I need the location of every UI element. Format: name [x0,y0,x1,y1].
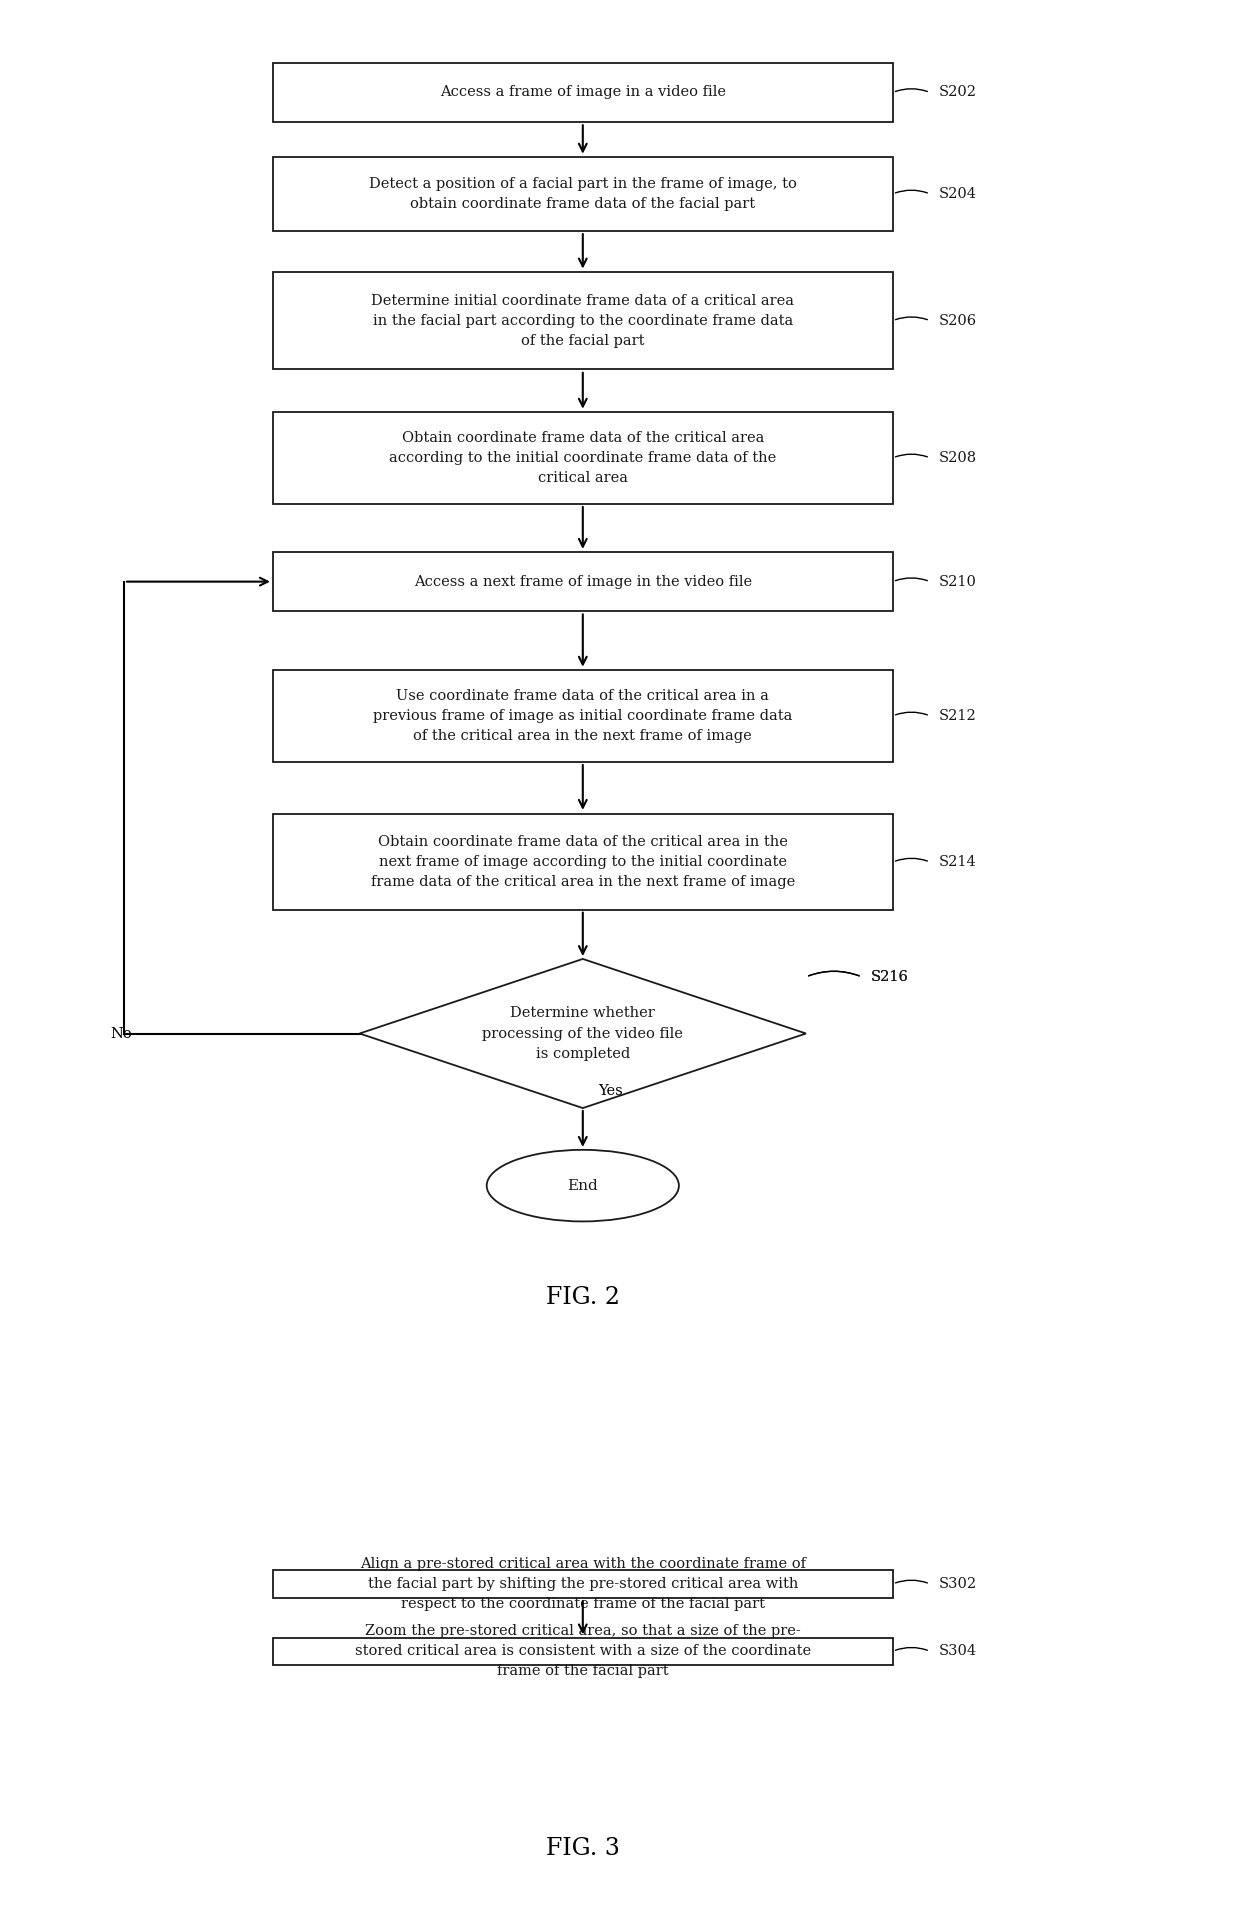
FancyBboxPatch shape [273,157,893,231]
Text: Obtain coordinate frame data of the critical area
according to the initial coord: Obtain coordinate frame data of the crit… [389,430,776,486]
Text: S204: S204 [939,187,977,201]
Text: No: No [110,1027,133,1040]
FancyBboxPatch shape [273,553,893,612]
Text: S202: S202 [939,86,977,99]
Text: S216: S216 [870,969,909,985]
Text: S216: S216 [870,969,909,985]
Text: FIG. 3: FIG. 3 [546,1837,620,1860]
Ellipse shape [486,1149,680,1222]
Text: Determine whether
processing of the video file
is completed: Determine whether processing of the vide… [482,1006,683,1061]
Text: S214: S214 [939,855,976,870]
Text: S304: S304 [939,1644,977,1658]
FancyBboxPatch shape [273,63,893,122]
Text: S210: S210 [939,576,977,589]
Text: FIG. 2: FIG. 2 [546,1287,620,1310]
Text: S212: S212 [939,709,976,723]
Text: Zoom the pre-stored critical area, so that a size of the pre-
stored critical ar: Zoom the pre-stored critical area, so th… [355,1623,811,1679]
Text: End: End [568,1178,598,1193]
FancyBboxPatch shape [273,411,893,505]
FancyBboxPatch shape [273,1637,893,1665]
FancyBboxPatch shape [273,272,893,369]
FancyBboxPatch shape [273,1570,893,1598]
Text: S302: S302 [939,1577,977,1591]
Text: S208: S208 [939,451,977,465]
Text: Align a pre-stored critical area with the coordinate frame of
the facial part by: Align a pre-stored critical area with th… [360,1556,806,1612]
Text: Obtain coordinate frame data of the critical area in the
next frame of image acc: Obtain coordinate frame data of the crit… [371,836,795,889]
Text: Access a next frame of image in the video file: Access a next frame of image in the vide… [414,576,751,589]
Polygon shape [360,960,806,1109]
Text: Detect a position of a facial part in the frame of image, to
obtain coordinate f: Detect a position of a facial part in th… [368,176,797,210]
Text: S206: S206 [939,314,977,327]
Text: Determine initial coordinate frame data of a critical area
in the facial part ac: Determine initial coordinate frame data … [371,294,795,348]
Text: Use coordinate frame data of the critical area in a
previous frame of image as i: Use coordinate frame data of the critica… [373,688,792,744]
Text: Access a frame of image in a video file: Access a frame of image in a video file [440,86,725,99]
FancyBboxPatch shape [273,669,893,763]
FancyBboxPatch shape [273,813,893,910]
Text: Yes: Yes [598,1084,622,1097]
